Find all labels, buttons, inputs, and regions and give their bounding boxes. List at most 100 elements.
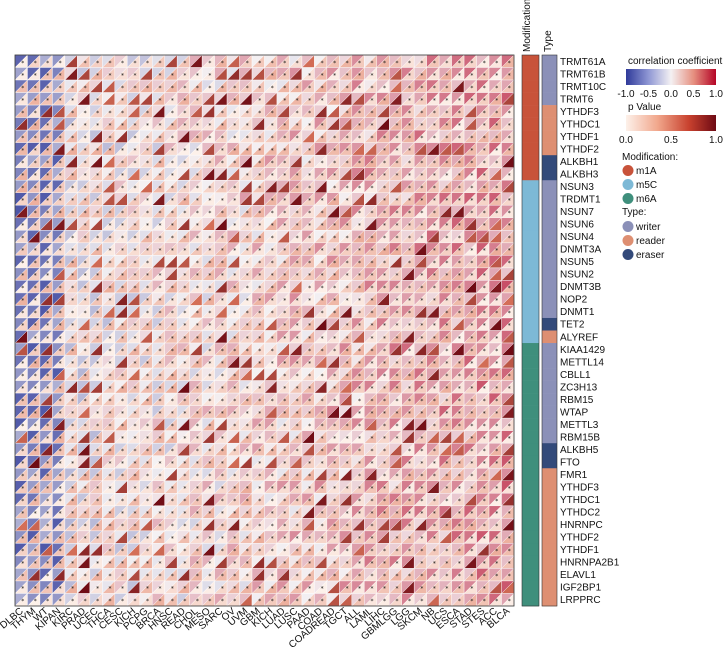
significance-star: * <box>358 223 361 230</box>
significance-star: * <box>134 122 137 129</box>
significance-star: * <box>171 573 174 580</box>
significance-star: * <box>308 536 311 543</box>
significance-star: * <box>96 598 99 605</box>
significance-star: * <box>134 273 137 280</box>
significance-star: * <box>321 435 324 442</box>
significance-star: * <box>470 486 473 493</box>
significance-star: * <box>59 536 62 543</box>
significance-star: * <box>408 486 411 493</box>
significance-star: * <box>109 147 112 154</box>
significance-star: * <box>296 172 299 179</box>
significance-star: * <box>346 160 349 167</box>
significance-star: * <box>508 248 511 255</box>
significance-star: * <box>495 498 498 505</box>
significance-star: * <box>458 185 461 192</box>
significance-star: * <box>433 561 436 568</box>
significance-star: * <box>196 460 199 467</box>
significance-star: * <box>21 486 24 493</box>
significance-star: * <box>71 398 74 405</box>
significance-star: * <box>121 273 124 280</box>
significance-star: * <box>34 223 37 230</box>
significance-star: * <box>84 373 87 380</box>
significance-star: * <box>271 60 274 67</box>
significance-star: * <box>371 348 374 355</box>
significance-star: * <box>296 548 299 555</box>
significance-star: * <box>46 172 49 179</box>
significance-star: * <box>508 385 511 392</box>
significance-star: * <box>246 323 249 330</box>
significance-star: * <box>358 561 361 568</box>
significance-star: * <box>371 373 374 380</box>
significance-star: * <box>233 473 236 480</box>
significance-star: * <box>233 110 236 117</box>
significance-star: * <box>308 198 311 205</box>
significance-star: * <box>395 548 398 555</box>
significance-star: * <box>46 373 49 380</box>
significance-star: * <box>109 348 112 355</box>
significance-star: * <box>371 298 374 305</box>
significance-star: * <box>208 235 211 242</box>
significance-star: * <box>121 598 124 605</box>
significance-star: * <box>433 586 436 593</box>
significance-star: * <box>495 97 498 104</box>
significance-star: * <box>71 511 74 518</box>
significance-star: * <box>445 498 448 505</box>
significance-star: * <box>433 223 436 230</box>
significance-star: * <box>333 435 336 442</box>
significance-star: * <box>109 586 112 593</box>
significance-star: * <box>84 486 87 493</box>
significance-star: * <box>246 410 249 417</box>
significance-star: * <box>109 110 112 117</box>
significance-star: * <box>46 385 49 392</box>
significance-star: * <box>134 210 137 217</box>
significance-star: * <box>321 398 324 405</box>
significance-star: * <box>346 85 349 92</box>
significance-star: * <box>483 210 486 217</box>
significance-star: * <box>383 160 386 167</box>
significance-star: * <box>420 298 423 305</box>
significance-star: * <box>495 122 498 129</box>
significance-star: * <box>146 473 149 480</box>
significance-star: * <box>21 385 24 392</box>
significance-star: * <box>271 335 274 342</box>
significance-star: * <box>59 335 62 342</box>
significance-star: * <box>358 285 361 292</box>
significance-star: * <box>233 210 236 217</box>
significance-star: * <box>59 285 62 292</box>
significance-star: * <box>445 235 448 242</box>
significance-star: * <box>59 561 62 568</box>
significance-star: * <box>34 323 37 330</box>
significance-star: * <box>196 536 199 543</box>
significance-star: * <box>233 147 236 154</box>
significance-star: * <box>221 110 224 117</box>
significance-star: * <box>408 360 411 367</box>
significance-star: * <box>134 385 137 392</box>
significance-star: * <box>158 360 161 367</box>
significance-star: * <box>71 248 74 255</box>
significance-star: * <box>470 198 473 205</box>
significance-star: * <box>84 110 87 117</box>
significance-star: * <box>308 172 311 179</box>
significance-star: * <box>233 561 236 568</box>
significance-star: * <box>258 473 261 480</box>
significance-star: * <box>395 285 398 292</box>
significance-star: * <box>346 435 349 442</box>
significance-star: * <box>84 398 87 405</box>
significance-star: * <box>283 598 286 605</box>
significance-star: * <box>483 561 486 568</box>
significance-star: * <box>158 97 161 104</box>
significance-star: * <box>59 448 62 455</box>
significance-star: * <box>196 586 199 593</box>
significance-star: * <box>308 285 311 292</box>
significance-star: * <box>208 135 211 142</box>
significance-star: * <box>171 423 174 430</box>
significance-star: * <box>283 523 286 530</box>
significance-star: * <box>121 373 124 380</box>
significance-star: * <box>420 573 423 580</box>
significance-star: * <box>258 511 261 518</box>
significance-star: * <box>59 160 62 167</box>
significance-star: * <box>196 223 199 230</box>
significance-star: * <box>470 185 473 192</box>
significance-star: * <box>59 323 62 330</box>
